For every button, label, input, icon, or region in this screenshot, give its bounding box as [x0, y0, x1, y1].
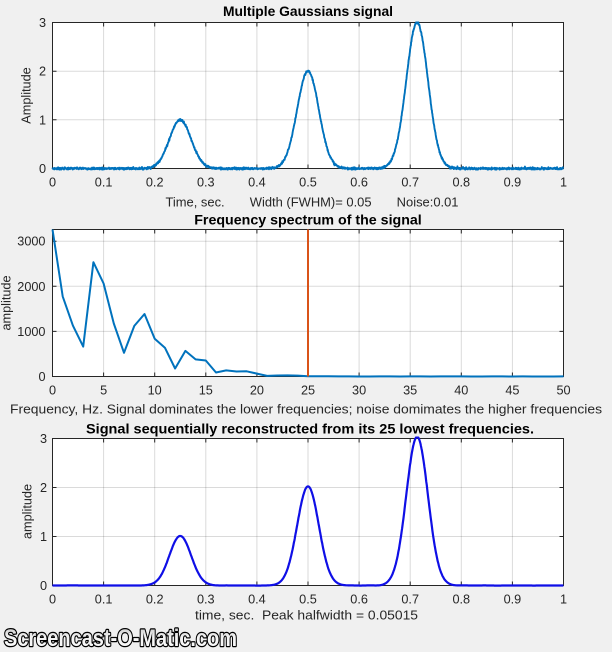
- svg-text:0.1: 0.1: [95, 593, 113, 607]
- svg-text:0.8: 0.8: [452, 593, 470, 607]
- svg-text:1: 1: [560, 176, 567, 190]
- svg-text:25: 25: [301, 384, 315, 398]
- svg-text:0.8: 0.8: [452, 176, 470, 190]
- svg-text:45: 45: [505, 384, 519, 398]
- svg-text:10: 10: [148, 384, 162, 398]
- svg-text:0.9: 0.9: [504, 176, 522, 190]
- svg-text:Screencast-O-Matic.com: Screencast-O-Matic.com: [4, 625, 237, 652]
- svg-text:amplitude: amplitude: [21, 484, 35, 539]
- svg-text:0.9: 0.9: [504, 593, 522, 607]
- svg-text:0.6: 0.6: [350, 593, 368, 607]
- svg-text:0: 0: [49, 384, 56, 398]
- svg-text:0.2: 0.2: [146, 176, 164, 190]
- svg-text:0.7: 0.7: [401, 593, 419, 607]
- svg-text:0.6: 0.6: [350, 176, 368, 190]
- svg-text:Amplitude: Amplitude: [20, 67, 34, 123]
- svg-text:0.4: 0.4: [248, 593, 266, 607]
- svg-text:0.4: 0.4: [248, 176, 266, 190]
- svg-text:0.7: 0.7: [401, 176, 419, 190]
- svg-text:Time, sec. Width (FWHM)=: Time, sec. Width (FWHM)= 0.05 Noise:0.01: [166, 196, 459, 210]
- svg-text:Frequency spectrum of the sign: Frequency spectrum of the signal: [194, 213, 422, 228]
- svg-text:2: 2: [40, 481, 47, 495]
- svg-text:1: 1: [560, 593, 567, 607]
- svg-text:35: 35: [403, 384, 417, 398]
- svg-text:0: 0: [49, 176, 56, 190]
- svg-text:0.5: 0.5: [299, 593, 317, 607]
- svg-text:3: 3: [40, 432, 47, 446]
- svg-text:Signal sequentially reconstruc: Signal sequentially reconstructed from i…: [86, 422, 534, 437]
- svg-text:amplitude: amplitude: [0, 275, 14, 330]
- svg-text:Multiple Gaussians signal: Multiple Gaussians signal: [223, 4, 393, 19]
- svg-text:50: 50: [556, 384, 570, 398]
- svg-text:3: 3: [39, 16, 46, 30]
- svg-text:0.3: 0.3: [197, 176, 215, 190]
- svg-text:2000: 2000: [17, 280, 45, 294]
- svg-text:0.5: 0.5: [299, 176, 317, 190]
- svg-text:3000: 3000: [17, 235, 45, 249]
- svg-text:2: 2: [39, 65, 46, 79]
- svg-text:time, sec. Peak halfwidth = 0: time, sec. Peak halfwidth = 0.05015: [195, 609, 418, 623]
- svg-text:0: 0: [38, 370, 45, 384]
- svg-text:Frequency, Hz. Signal dominate: Frequency, Hz. Signal dominates the lowe…: [10, 403, 602, 417]
- svg-text:1000: 1000: [17, 325, 45, 339]
- svg-text:0: 0: [40, 579, 47, 593]
- svg-text:0: 0: [49, 593, 56, 607]
- svg-text:0.2: 0.2: [146, 593, 164, 607]
- svg-text:20: 20: [250, 384, 264, 398]
- svg-text:5: 5: [100, 384, 107, 398]
- svg-text:1: 1: [40, 530, 47, 544]
- svg-text:1: 1: [39, 113, 46, 127]
- svg-text:0: 0: [39, 162, 46, 176]
- svg-text:0.3: 0.3: [197, 593, 215, 607]
- svg-text:0.1: 0.1: [95, 176, 113, 190]
- svg-text:40: 40: [454, 384, 468, 398]
- svg-text:30: 30: [352, 384, 366, 398]
- svg-text:15: 15: [199, 384, 213, 398]
